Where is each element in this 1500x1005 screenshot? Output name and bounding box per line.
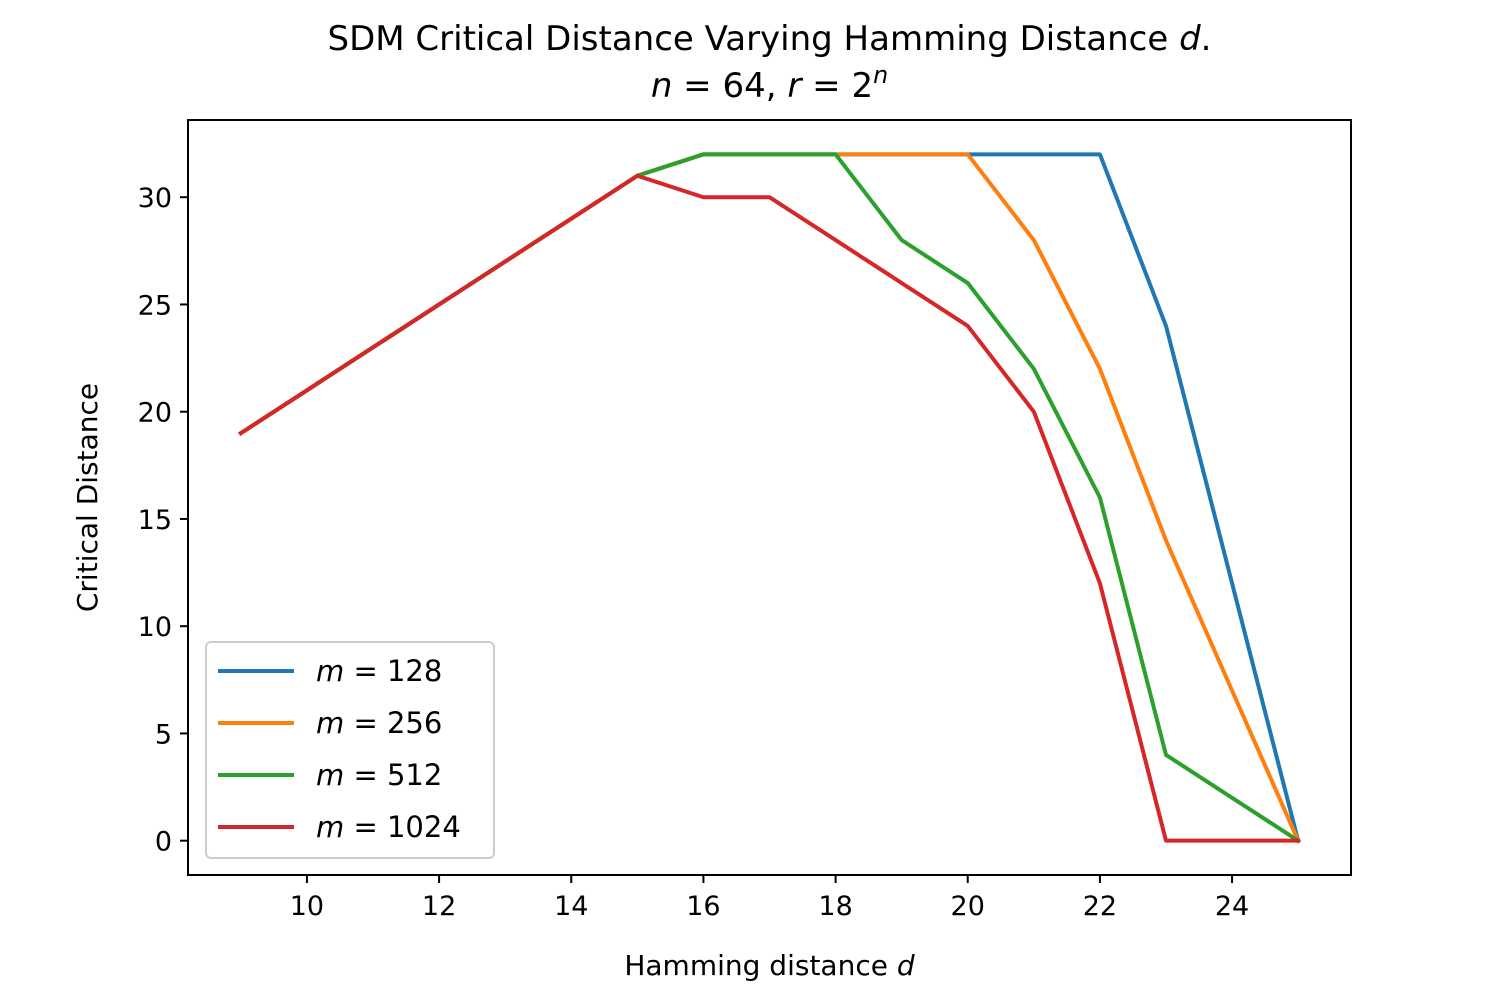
plot-frame bbox=[187, 119, 1352, 876]
chart-title-group: SDM Critical Distance Varying Hamming Di… bbox=[328, 19, 1212, 106]
legend-box bbox=[205, 641, 495, 859]
y-tick-label: 15 bbox=[138, 505, 172, 536]
series-line-4 bbox=[238, 173, 1301, 843]
chart-subtitle: n = 64, r = 2n bbox=[651, 61, 888, 106]
y-tick-label: 20 bbox=[138, 398, 172, 429]
legend-label-2: m = 256 bbox=[316, 706, 442, 740]
x-axis-label: Hamming distance d bbox=[624, 949, 915, 982]
x-tick-label: 10 bbox=[290, 891, 324, 922]
y-tick-label: 5 bbox=[155, 719, 172, 750]
x-tick-label: 22 bbox=[1083, 891, 1117, 922]
axis-labels: Hamming distance d Critical Distance bbox=[71, 383, 915, 982]
y-tick-label: 25 bbox=[138, 290, 172, 321]
x-tick-label: 12 bbox=[422, 891, 456, 922]
y-tick-label: 30 bbox=[138, 183, 172, 214]
x-tick-label: 18 bbox=[818, 891, 852, 922]
y-tick-label: 0 bbox=[155, 827, 172, 858]
x-tick-label: 24 bbox=[1215, 891, 1249, 922]
y-axis-label: Critical Distance bbox=[71, 383, 104, 612]
series-lines bbox=[238, 152, 1301, 844]
x-tick-label: 16 bbox=[686, 891, 720, 922]
chart-title: SDM Critical Distance Varying Hamming Di… bbox=[328, 19, 1212, 59]
x-tick-label: 14 bbox=[554, 891, 588, 922]
legend-label-1: m = 128 bbox=[316, 654, 442, 688]
x-tick-label: 20 bbox=[951, 891, 985, 922]
axis-ticks: 10 12 14 16 18 20 22 24 0 5 10 15 20 25 30 bbox=[138, 183, 1250, 922]
legend: m = 128 m = 256 m = 512 m = 1024 bbox=[205, 641, 495, 859]
y-tick-label: 10 bbox=[138, 612, 172, 643]
legend-label-4: m = 1024 bbox=[316, 810, 461, 844]
legend-label-3: m = 512 bbox=[316, 758, 442, 792]
